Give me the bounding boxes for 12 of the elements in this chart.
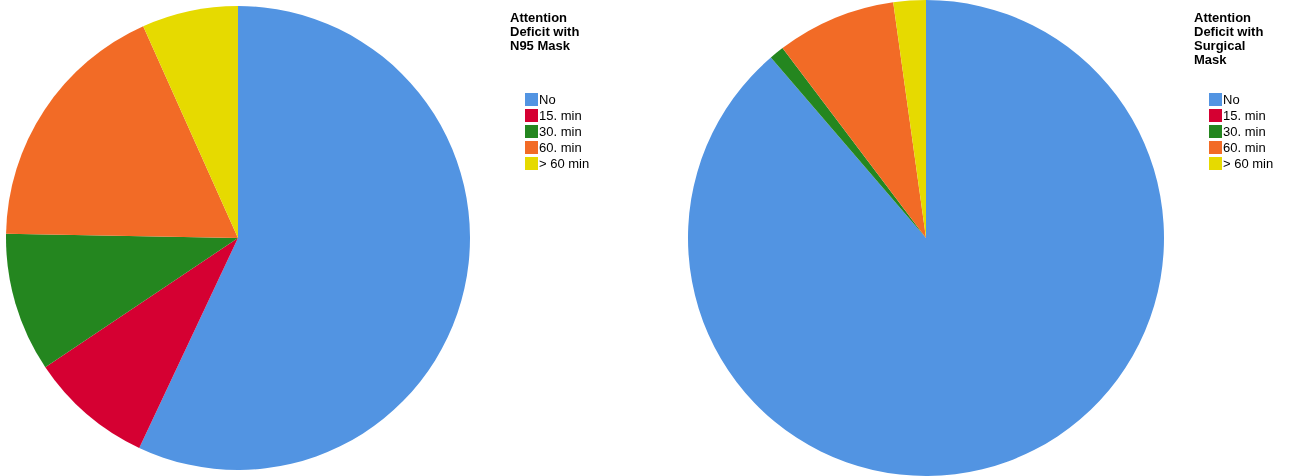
legend-label: 15. min <box>1223 108 1266 123</box>
legend-label: 30. min <box>1223 124 1266 139</box>
legend-label: 15. min <box>539 108 582 123</box>
legend-label: No <box>1223 92 1240 107</box>
legend-label: > 60 min <box>1223 156 1274 171</box>
legend-label: 60. min <box>1223 140 1266 155</box>
legend-label: 60. min <box>539 140 582 155</box>
legend-label: > 60 min <box>539 156 590 171</box>
legend-label: No <box>539 92 556 107</box>
legend-title: Attention Deficit with N95 Mask <box>510 9 583 53</box>
legend-label: 30. min <box>539 124 582 139</box>
legend-title: Attention Deficit with Surgical Mask <box>1194 9 1267 67</box>
